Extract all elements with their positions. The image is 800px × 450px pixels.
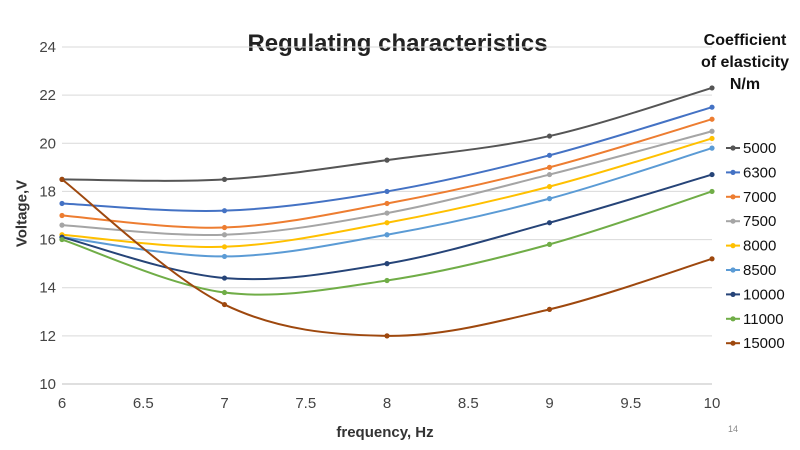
- page-number: 14: [728, 424, 739, 434]
- x-tick-label: 6.5: [133, 395, 154, 412]
- series-lines: [59, 85, 715, 339]
- axes: 10 12 14 16 18 20 22 24 6 6.5 7 7.5 8 8.5 9 9.5 10: [39, 39, 720, 412]
- data-point-7500: [59, 222, 65, 228]
- legend-marker-15000: [730, 340, 736, 346]
- data-point-7500: [384, 210, 390, 216]
- y-tick-label: 24: [39, 39, 56, 56]
- legend-title-line-1: Coefficient: [703, 32, 787, 49]
- data-point-11000: [59, 236, 65, 243]
- data-point-15000: [546, 306, 553, 312]
- y-tick-label: 20: [39, 135, 56, 152]
- data-point-10000: [546, 220, 553, 226]
- data-point-10000: [221, 275, 228, 281]
- data-point-8000: [546, 184, 553, 190]
- data-point-6300: [59, 200, 65, 207]
- data-point-7500: [546, 171, 553, 178]
- legend-label-11000: 11000: [743, 311, 784, 328]
- chart-title: Regulating characteristics: [247, 30, 548, 57]
- legend-label-8000: 8000: [743, 238, 776, 255]
- legend-label-7500: 7500: [743, 213, 776, 230]
- legend: 5000 6300 7000 7500 8000 8500 10000 11000 15000: [726, 140, 785, 352]
- legend-marker-8000: [730, 243, 736, 249]
- x-tick-label: 7.5: [295, 395, 316, 412]
- data-point-10000: [384, 261, 390, 267]
- data-point-6300: [546, 152, 553, 158]
- legend-marker-5000: [730, 145, 736, 151]
- data-point-8500: [221, 253, 228, 260]
- data-point-7000: [709, 116, 715, 122]
- legend-marker-7000: [730, 194, 736, 200]
- data-point-5000: [384, 157, 390, 163]
- legend-label-6300: 6300: [743, 164, 776, 181]
- x-tick-label: 8: [383, 395, 391, 412]
- data-point-7000: [384, 200, 390, 207]
- data-point-11000: [709, 188, 715, 195]
- data-point-11000: [384, 277, 390, 284]
- legend-marker-6300: [730, 169, 736, 175]
- legend-title-line-3: N/m: [729, 76, 761, 93]
- x-tick-label: 7: [220, 395, 228, 412]
- data-point-8500: [384, 232, 390, 238]
- x-axis-label: frequency, Hz: [336, 424, 434, 441]
- x-tick-label: 10: [704, 395, 721, 412]
- data-point-8000: [709, 135, 715, 142]
- data-point-6300: [221, 208, 228, 214]
- data-point-7500: [221, 232, 228, 238]
- data-point-8500: [546, 196, 553, 202]
- data-point-6300: [709, 104, 715, 110]
- legend-marker-10000: [730, 291, 736, 297]
- data-point-8000: [384, 220, 390, 226]
- data-point-5000: [546, 133, 553, 139]
- legend-label-5000: 5000: [743, 140, 776, 157]
- data-point-7000: [546, 164, 553, 170]
- data-point-8500: [709, 145, 715, 151]
- data-point-7000: [221, 224, 228, 231]
- series-line-5000: [61, 86, 713, 182]
- y-tick-label: 12: [39, 328, 56, 345]
- legend-label-7000: 7000: [743, 189, 776, 206]
- data-point-15000: [59, 176, 65, 182]
- data-point-15000: [384, 333, 390, 339]
- x-tick-label: 9: [545, 395, 553, 412]
- legend-marker-8500: [730, 267, 736, 273]
- data-point-11000: [221, 289, 228, 296]
- legend-label-8500: 8500: [743, 262, 776, 279]
- y-tick-label: 14: [39, 280, 56, 297]
- data-point-7500: [709, 128, 715, 134]
- x-tick-label: 9.5: [620, 395, 641, 412]
- data-point-6300: [384, 188, 390, 195]
- data-point-15000: [709, 256, 715, 262]
- legend-label-15000: 15000: [743, 335, 785, 352]
- data-point-11000: [546, 241, 553, 247]
- legend-title-line-2: of elasticity: [700, 54, 790, 71]
- x-tick-label: 8.5: [458, 395, 479, 412]
- y-tick-label: 10: [39, 376, 56, 393]
- data-point-5000: [709, 85, 715, 91]
- legend-title: Coefficient of elasticity N/m: [690, 30, 800, 96]
- data-point-15000: [221, 301, 228, 308]
- legend-marker-11000: [730, 316, 736, 322]
- series-line-7500: [61, 130, 713, 237]
- legend-label-10000: 10000: [743, 286, 785, 303]
- y-tick-label: 18: [39, 183, 56, 200]
- data-point-7000: [59, 212, 65, 219]
- y-tick-label: 22: [39, 87, 56, 104]
- data-point-8000: [221, 244, 228, 250]
- legend-marker-7500: [730, 218, 736, 224]
- data-point-5000: [221, 176, 228, 182]
- data-point-10000: [709, 171, 715, 178]
- y-tick-label: 16: [39, 232, 56, 249]
- x-tick-label: 6: [58, 395, 66, 412]
